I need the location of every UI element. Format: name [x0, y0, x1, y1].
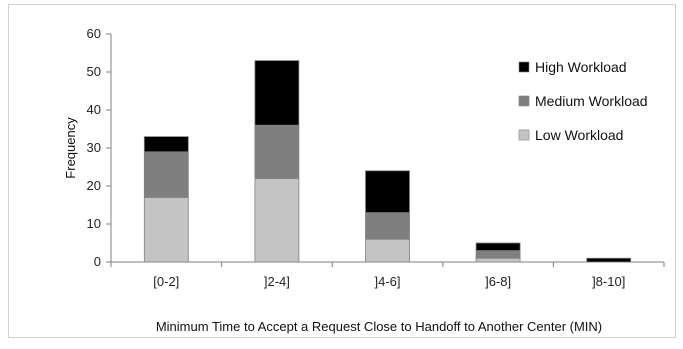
bars	[143, 60, 632, 263]
bar-segment-medium-workload	[365, 212, 410, 240]
bar-segment-high-workload	[586, 257, 632, 263]
legend-label: High Workload	[535, 59, 627, 75]
bar-segment-low-workload	[475, 257, 521, 263]
bar-segment-medium-workload	[254, 124, 300, 179]
bar-segment-low-workload	[143, 196, 189, 263]
y-axis-title: Frequency	[63, 117, 78, 179]
y-tick-label: 20	[87, 178, 101, 193]
x-tick-label: [0-2]	[153, 274, 179, 289]
legend-label: Medium Workload	[535, 93, 648, 109]
y-tick-label: 10	[87, 216, 101, 231]
bar-segment-high-workload	[475, 242, 521, 251]
chart-frame: 0 10 20 30 40 50 60 [0-2]]2-4]]4-6]]6-8]]8-10] …	[8, 4, 676, 338]
ticks: 0 10 20 30 40 50 60 [0-2] ]2-4] ]4-6] ]6-8] ]8-10]	[87, 26, 665, 289]
x-tick-label: ]8-10]	[592, 274, 625, 289]
legend-swatch	[518, 129, 530, 141]
legend-swatch	[518, 61, 530, 73]
legend-label: Low Workload	[535, 127, 623, 143]
x-axis-title: Minimum Time to Accept a Request Close t…	[156, 319, 602, 334]
y-tick-label: 60	[87, 26, 101, 41]
bar-segment-high-workload	[254, 60, 300, 126]
x-tick-label: ]6-8]	[485, 274, 511, 289]
bar-segment-low-workload	[254, 177, 300, 263]
bar-segment-medium-workload	[143, 151, 189, 198]
legend-swatch	[518, 95, 530, 107]
legend: High Workload Medium Workload Low Workload	[518, 59, 648, 143]
y-tick-label: 0	[94, 254, 101, 269]
bar-segment-low-workload	[365, 238, 410, 263]
bar-segment-medium-workload	[475, 250, 521, 259]
bar-segment-high-workload	[143, 136, 189, 153]
y-tick-label: 40	[87, 102, 101, 117]
x-tick-label: ]4-6]	[374, 274, 400, 289]
x-tick-label: ]2-4]	[264, 274, 290, 289]
bar-segment-high-workload	[365, 170, 410, 214]
y-tick-label: 50	[87, 64, 101, 79]
stacked-bar-chart: 0102030405060[0-2]]2-4]]4-6]]6-8]]8-10] …	[63, 26, 665, 334]
y-tick-label: 30	[87, 140, 101, 155]
